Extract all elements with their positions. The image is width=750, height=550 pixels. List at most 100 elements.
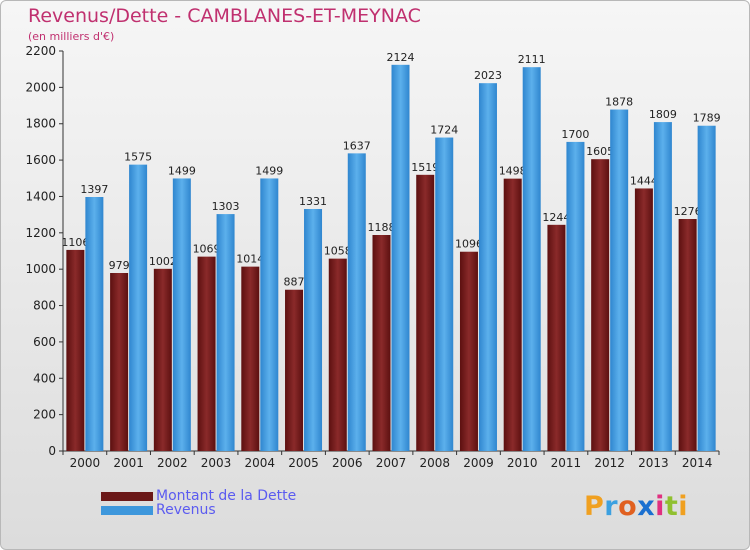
logo-letter: x: [637, 491, 656, 522]
bar-debt: [416, 174, 435, 451]
data-label-revenus: 1499: [255, 164, 283, 177]
data-label-revenus: 1878: [605, 96, 633, 109]
bar-revenus: [172, 178, 191, 452]
data-label-debt: 1498: [499, 165, 527, 178]
bar-debt: [591, 159, 610, 451]
y-tick-label: 1600: [25, 153, 56, 167]
data-label-debt: 979: [109, 259, 130, 272]
data-label-revenus: 2124: [387, 51, 415, 64]
bar-debt: [110, 273, 129, 451]
legend-item-revenus: Revenus: [101, 502, 216, 518]
bar-revenus: [610, 109, 629, 451]
data-label-revenus: 1303: [212, 200, 240, 213]
legend-item-debt: Montant de la Dette: [101, 488, 296, 504]
bar-revenus: [216, 214, 235, 451]
bar-revenus: [435, 137, 454, 451]
bar-revenus: [522, 67, 541, 451]
y-tick-label: 0: [48, 444, 56, 458]
chart-title: Revenus/Dette - CAMBLANES-ET-MEYNAC: [28, 5, 421, 27]
bar-debt: [634, 188, 653, 452]
data-label-debt: 1188: [368, 221, 396, 234]
bar-debt: [678, 219, 697, 451]
data-label-debt: 1605: [586, 145, 614, 158]
data-label-revenus: 1331: [299, 195, 327, 208]
x-tick-label: 2013: [638, 456, 669, 470]
bar-revenus: [85, 197, 104, 451]
data-label-debt: 1058: [324, 245, 352, 258]
data-label-revenus: 1637: [343, 139, 371, 152]
logo-letter: i: [655, 491, 665, 522]
legend-swatch-revenus: [101, 505, 153, 515]
bar-revenus: [129, 164, 148, 452]
bar-debt: [372, 235, 391, 451]
y-tick-label: 1200: [25, 226, 56, 240]
x-tick-label: 2003: [201, 456, 232, 470]
x-tick-label: 2001: [113, 456, 144, 470]
y-tick-label: 200: [33, 408, 56, 422]
bar-revenus: [697, 125, 716, 452]
x-tick-label: 2007: [376, 456, 407, 470]
logo-letter: P: [584, 491, 605, 522]
bar-debt: [241, 266, 260, 451]
data-label-revenus: 1397: [80, 183, 108, 196]
data-label-revenus: 1789: [693, 112, 721, 125]
x-tick-label: 2012: [594, 456, 625, 470]
bar-debt: [503, 178, 522, 452]
data-label-debt: 1002: [149, 255, 177, 268]
data-label-debt: 1276: [674, 205, 702, 218]
bar-revenus: [478, 83, 497, 451]
x-tick-label: 2011: [551, 456, 582, 470]
data-label-revenus: 2111: [518, 53, 546, 66]
y-tick-label: 400: [33, 371, 56, 385]
y-tick-label: 2000: [25, 80, 56, 94]
legend-swatch-debt: [101, 491, 153, 501]
data-label-debt: 1096: [455, 238, 483, 251]
x-tick-label: 2004: [245, 456, 276, 470]
y-tick-label: 600: [33, 335, 56, 349]
x-tick-label: 2014: [682, 456, 713, 470]
y-tick-label: 2200: [25, 44, 56, 58]
bar-revenus: [347, 153, 366, 451]
logo-letter: i: [678, 491, 689, 522]
bar-revenus: [653, 122, 672, 451]
bar-revenus: [391, 64, 410, 451]
bar-debt: [197, 256, 216, 451]
data-label-debt: 1444: [630, 174, 658, 187]
y-tick-label: 1800: [25, 117, 56, 131]
data-label-debt: 1106: [61, 236, 89, 249]
chart-subtitle: (en milliers d'€): [28, 30, 115, 43]
data-label-debt: 1519: [411, 161, 439, 174]
bar-revenus: [260, 178, 279, 452]
logo-letter: r: [604, 491, 619, 522]
bar-revenus: [566, 141, 585, 451]
bar-debt: [547, 224, 566, 451]
bar-debt: [153, 268, 172, 451]
x-tick-label: 2005: [288, 456, 319, 470]
bar-debt: [328, 258, 347, 451]
bar-revenus: [304, 209, 323, 451]
proxiti-logo: Proxiti: [584, 491, 688, 522]
x-tick-label: 2010: [507, 456, 538, 470]
legend-label-debt: Montant de la Dette: [156, 488, 297, 504]
logo-letter: o: [618, 491, 638, 522]
data-label-debt: 1069: [193, 243, 221, 256]
y-tick-label: 1400: [25, 189, 56, 203]
data-label-revenus: 1575: [124, 151, 152, 164]
data-label-revenus: 1499: [168, 164, 196, 177]
bar-debt: [66, 249, 85, 451]
data-label-revenus: 1700: [561, 128, 589, 141]
legend-label-revenus: Revenus: [156, 502, 216, 518]
data-label-debt: 887: [284, 276, 305, 289]
x-tick-label: 2002: [157, 456, 188, 470]
y-tick-label: 800: [33, 299, 56, 313]
x-tick-label: 2006: [332, 456, 363, 470]
data-label-debt: 1244: [542, 211, 570, 224]
logo-letter: t: [664, 491, 679, 522]
x-tick-label: 2008: [419, 456, 450, 470]
data-label-debt: 1014: [236, 253, 264, 266]
data-label-revenus: 2023: [474, 69, 502, 82]
data-label-revenus: 1724: [430, 124, 458, 137]
bar-debt: [285, 289, 304, 451]
